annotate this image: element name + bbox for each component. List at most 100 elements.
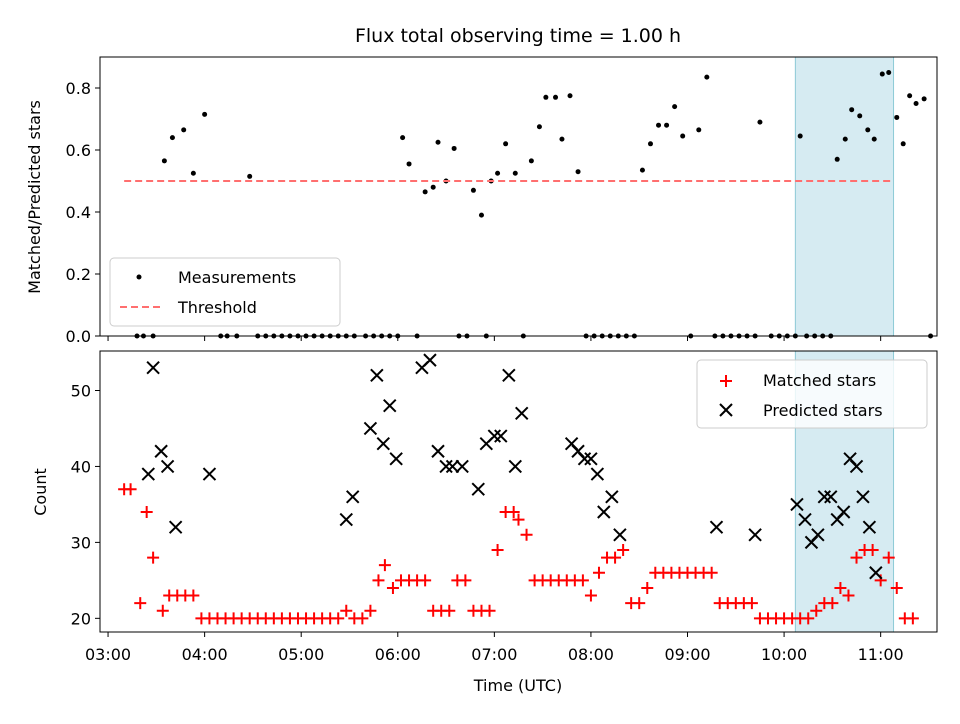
matched-stars-point	[378, 559, 391, 572]
y-tick-label: 0.0	[66, 327, 91, 346]
predicted-stars-point	[160, 459, 175, 474]
predicted-stars-point	[383, 398, 397, 413]
measurement-point	[894, 114, 900, 120]
predicted-stars-point	[168, 520, 183, 534]
matched-stars-point	[507, 506, 520, 519]
bottom-legend-frame	[696, 359, 928, 429]
matched-stars-point	[882, 551, 895, 564]
measurement-point	[559, 136, 565, 142]
bottom-marks	[118, 353, 919, 625]
predicted-stars-point	[790, 497, 804, 512]
x-tick-label: 05:00	[278, 645, 324, 664]
predicted-stars-point	[577, 452, 592, 466]
measurement-point	[696, 127, 702, 133]
predicted-stars-point	[817, 490, 832, 504]
predicted-stars-point	[515, 406, 529, 420]
predicted-stars-point	[824, 490, 838, 504]
y-tick-label: 20	[71, 609, 91, 628]
measurement-point	[834, 156, 840, 162]
matched-stars-point	[810, 604, 823, 617]
measurement-point	[478, 212, 484, 218]
measurement-point	[575, 169, 581, 175]
measurement-point	[664, 122, 670, 128]
measurement-point	[406, 161, 412, 167]
measurement-point	[797, 133, 803, 139]
predicted-stars-point	[455, 459, 469, 474]
matched-stars-point	[617, 543, 630, 556]
matched-stars-point	[124, 483, 137, 496]
measurement-point	[202, 111, 208, 117]
predicted-stars-point	[508, 459, 522, 474]
matched-stars-point	[419, 574, 432, 587]
matched-stars-point	[633, 597, 646, 610]
matched-stars-point	[609, 551, 622, 564]
measurement-point	[871, 136, 877, 142]
top-panel: 0.0 0.2 0.4 0.6 0.8 Matched/Predicted stars	[25, 56, 938, 346]
measurement-point	[553, 94, 559, 100]
matched-stars-point	[459, 574, 472, 587]
measurement-point	[451, 145, 457, 151]
x-tick-label: 04:00	[182, 645, 228, 664]
measurement-point	[886, 70, 892, 75]
measurement-point	[879, 71, 885, 77]
predicted-stars-point	[154, 444, 168, 458]
legend-measurements-marker	[136, 274, 142, 280]
predicted-stars-point	[202, 467, 217, 481]
legend-measurements-label: Measurements	[178, 268, 296, 287]
measurement-point	[865, 127, 871, 133]
predicted-stars-point	[584, 452, 598, 466]
matched-stars-point	[483, 604, 496, 617]
measurement-point	[400, 135, 406, 141]
measurement-point	[435, 139, 441, 145]
predicted-stars-point	[423, 353, 437, 367]
predicted-stars-point	[339, 512, 353, 527]
measurement-point	[842, 136, 848, 142]
predicted-stars-point	[869, 566, 883, 580]
x-tick-label: 10:00	[761, 645, 807, 664]
matched-stars-point	[372, 574, 385, 587]
x-tick-label: 09:00	[664, 645, 710, 664]
matched-stars-point	[592, 566, 605, 579]
measurement-point	[647, 141, 653, 147]
measurement-point	[639, 167, 645, 173]
predicted-stars-point	[605, 490, 619, 504]
measurement-point	[913, 101, 919, 106]
predicted-stars-point	[613, 528, 627, 542]
measurement-point	[672, 104, 678, 110]
legend-matched-label: Matched stars	[763, 371, 876, 390]
measurement-point	[503, 141, 509, 147]
top-x-ticks	[107, 336, 882, 341]
measurement-point	[190, 170, 196, 176]
measurement-point	[247, 173, 253, 179]
top-legend: Measurements Threshold	[109, 257, 341, 327]
measurement-point	[495, 170, 501, 176]
matched-stars-point	[826, 597, 839, 610]
predicted-stars-point	[487, 429, 502, 443]
top-y-axis-label: Matched/Predicted stars	[25, 100, 44, 294]
legend-predicted-marker	[719, 403, 733, 417]
measurement-point	[169, 135, 175, 141]
top-y-ticks: 0.0 0.2 0.4 0.6 0.8	[66, 79, 100, 346]
highlight-span-top	[794, 56, 895, 337]
matched-stars-point	[850, 551, 863, 564]
measurement-point	[181, 127, 187, 133]
matched-stars-point	[834, 581, 847, 594]
measurement-point	[422, 189, 428, 195]
y-tick-label: 40	[71, 457, 91, 476]
predicted-stars-point	[597, 505, 611, 519]
predicted-stars-point	[146, 361, 160, 375]
predicted-stars-point	[856, 490, 870, 504]
matched-stars-point	[512, 513, 525, 526]
predicted-stars-point	[590, 467, 605, 481]
predicted-stars-point	[471, 482, 485, 496]
matched-stars-point	[147, 551, 160, 564]
measurement-point	[757, 119, 763, 125]
x-tick-label: 11:00	[858, 645, 904, 664]
matched-stars-point	[134, 597, 147, 610]
y-tick-label: 0.6	[66, 141, 91, 160]
y-tick-label: 0.2	[66, 265, 91, 284]
bottom-legend: Matched stars Predicted stars	[696, 359, 928, 429]
measurement-point	[849, 107, 855, 113]
matched-stars-point	[386, 581, 399, 594]
